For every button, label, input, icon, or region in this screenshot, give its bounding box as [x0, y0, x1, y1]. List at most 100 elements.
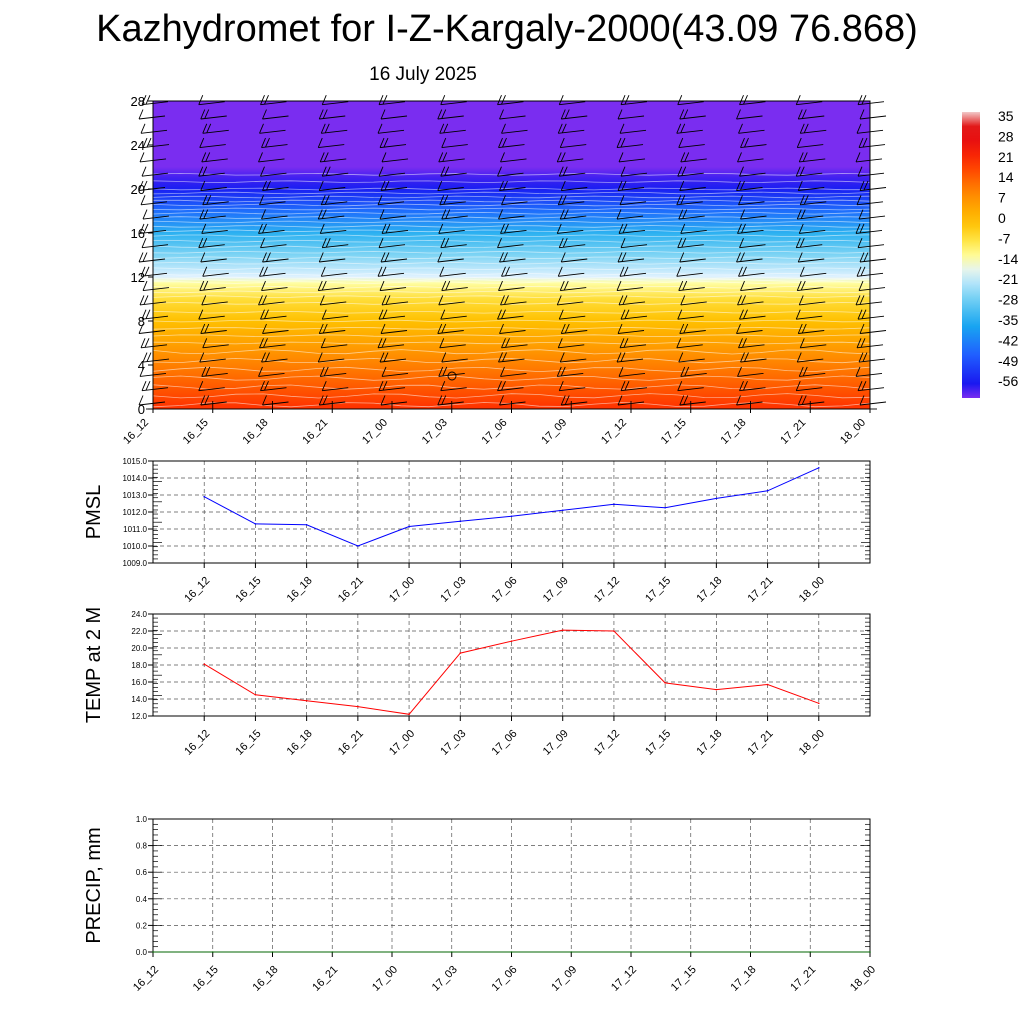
colorbar-label: 0	[998, 210, 1006, 226]
data-point	[305, 699, 308, 702]
wind-barb-flag	[146, 137, 152, 148]
wind-barb-flag	[621, 252, 627, 262]
colorbar-label: -49	[998, 353, 1018, 369]
wind-barb-flag	[855, 223, 861, 234]
data-point	[254, 523, 257, 525]
data-point	[357, 545, 359, 547]
wind-barb-flag	[144, 338, 150, 348]
wind-barb-flag	[738, 123, 743, 134]
y-tick-label: 0.8	[136, 842, 148, 851]
wind-barb-flag	[560, 366, 566, 377]
calm-circle	[447, 371, 457, 381]
wind-barb-flag	[617, 252, 623, 263]
wind-barb-flag	[559, 280, 565, 291]
wind-barb-flag	[379, 280, 385, 291]
wind-barb	[858, 215, 886, 220]
x-tick-label: 17_18	[729, 964, 759, 994]
wind-barb	[199, 144, 226, 149]
y-tick-label: 16	[131, 226, 145, 241]
wind-barb-flag	[139, 152, 145, 163]
wind-barb-flag	[624, 95, 630, 105]
x-tick-label: 16_21	[336, 575, 366, 605]
x-tick-label: 18_00	[838, 417, 868, 447]
wind-barb-flag	[796, 280, 802, 291]
x-tick-label: 16_15	[191, 964, 221, 994]
wind-barb-flag	[859, 295, 865, 305]
wind-barb-flag	[856, 266, 862, 277]
x-tick-label: 16_15	[233, 728, 263, 758]
wind-barb-flag	[616, 137, 622, 148]
data-point	[809, 951, 812, 953]
x-tick-label: 16_21	[336, 728, 366, 758]
wind-barb-flag	[262, 323, 267, 334]
wind-barb-flag	[684, 152, 690, 162]
wind-barb-flag	[557, 338, 563, 348]
wind-barb	[201, 229, 228, 234]
wind-barb	[379, 287, 407, 292]
wind-barb-flag	[803, 123, 809, 133]
line-panel: 0.0 0.2 0.4 0.6 0.8 1.0 16_12 16_15 16_18 16_21 17…	[83, 815, 878, 994]
wind-barb-flag	[562, 238, 568, 248]
wind-barb	[380, 401, 408, 406]
x-tick-label: 18_00	[848, 964, 878, 994]
y-tick-label: 20.0	[131, 644, 147, 653]
wind-barb-flag	[382, 309, 388, 319]
x-tick-label: 17_00	[370, 964, 400, 994]
data-point	[664, 682, 666, 684]
wind-barb-flag	[617, 180, 623, 191]
y-tick-label: 22.0	[131, 627, 147, 636]
wind-barb-flag	[736, 109, 741, 120]
wind-barb	[439, 344, 466, 349]
wind-barb-flag	[317, 352, 323, 363]
wind-barb-flag	[676, 123, 682, 134]
wind-barb-flag	[266, 252, 271, 262]
wind-barb-flag	[141, 238, 147, 248]
wind-barb-flag	[499, 109, 504, 120]
wind-barb	[560, 144, 587, 149]
wind-barb-flag	[563, 280, 569, 291]
wind-barb-flag	[141, 309, 147, 320]
wind-barb-flag	[321, 209, 327, 219]
wind-barb-flag	[201, 366, 207, 377]
x-tick-label: 17_09	[539, 417, 569, 447]
wind-barb	[739, 244, 766, 249]
data-point	[211, 951, 214, 953]
x-tick-label: 17_06	[490, 964, 520, 994]
wind-barb	[859, 115, 887, 120]
wind-barb-flag	[139, 366, 145, 377]
wind-barb-flag	[385, 223, 391, 234]
wind-barb-flag	[795, 381, 801, 391]
wind-barb-flag	[139, 223, 145, 234]
wind-barb-flag	[200, 323, 206, 334]
x-tick-label: 17_18	[694, 728, 724, 758]
wind-barb-flag	[140, 338, 146, 348]
wind-barb	[318, 358, 345, 363]
data-point	[817, 702, 820, 705]
wind-barb-flag	[795, 95, 801, 105]
wind-barb-flag	[859, 109, 865, 120]
wind-barb-flag	[138, 252, 144, 263]
wind-barb-flag	[501, 95, 506, 105]
wind-barb	[437, 187, 464, 191]
wind-barb-flag	[319, 223, 325, 234]
wind-barb-flag	[202, 123, 208, 134]
wind-barb-flag	[619, 266, 625, 277]
wind-barb	[138, 401, 166, 406]
wind-barb-flag	[677, 381, 683, 391]
wind-barb-flag	[859, 395, 865, 406]
wind-barb	[497, 172, 524, 177]
wind-barb	[437, 258, 464, 263]
wind-barb-flag	[742, 266, 747, 276]
wind-barb	[619, 201, 647, 206]
data-point	[331, 951, 334, 953]
wind-barb-flag	[317, 209, 323, 220]
wind-barb-flag	[556, 152, 562, 163]
wind-barb	[260, 172, 287, 177]
wind-barb-flag	[740, 252, 745, 262]
wind-barb-flag	[501, 195, 506, 205]
wind-barb-flag	[499, 395, 504, 406]
wind-barb-flag	[858, 137, 864, 148]
contour-line	[153, 234, 870, 238]
wind-barb-flag	[855, 152, 861, 163]
wind-barb	[740, 287, 767, 292]
